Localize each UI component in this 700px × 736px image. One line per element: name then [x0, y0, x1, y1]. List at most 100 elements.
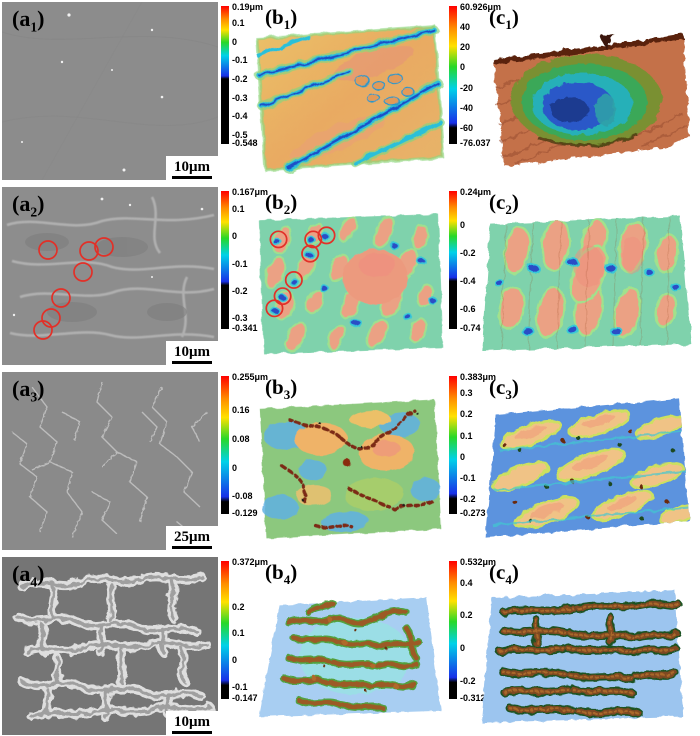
sem-panel-a2: (a2) 10μm: [2, 187, 218, 365]
colorbar-tick-label: -0.1: [232, 681, 248, 692]
panel-label-b1: (b1): [265, 5, 298, 33]
colorbar-max-label: 0.19μm: [232, 2, 264, 12]
colorbar-max-label: 0.255μm: [232, 372, 269, 382]
colorbar-tick-label: 0.08: [232, 433, 250, 444]
colorbar-tick-label: 0.4: [460, 577, 473, 588]
colorbar-tick-label: -0.4: [460, 276, 476, 287]
colorbar-min-label: -76.037: [460, 138, 491, 148]
surface-map-b3: [259, 399, 442, 539]
colorbar-tick-label: 0.2: [460, 610, 473, 621]
panel-label-a3: (a3): [12, 376, 45, 405]
scalebar-a3: 25μm: [166, 526, 218, 550]
colorbar-min-label: -0.341: [232, 323, 258, 333]
colorbar-min-label: -0.548: [232, 138, 258, 148]
colorbar-tick-label: -0.1: [460, 472, 476, 483]
colorbar-tick-label: -0.2: [232, 73, 248, 84]
figure-row-2: (a2) 10μm 0.167μm 0.1 0 -0.1 -0.2 -0.3 -0.341 …: [0, 185, 700, 369]
colorbar-gradient: [221, 191, 229, 329]
colorbar-tick-label: 0: [232, 654, 238, 665]
colorbar-tick-label: -0.1: [232, 258, 248, 269]
map-panel-b3: 0.255μm 0.16 0.08 0 -0.08 -0.129 (b3): [219, 370, 447, 554]
colorbar-tick-label: -20: [460, 82, 474, 93]
map-panel-b2: 0.167μm 0.1 0 -0.1 -0.2 -0.3 -0.341 (b2): [219, 185, 447, 369]
colorbar-tick-label: -40: [460, 102, 474, 113]
map-panel-c1: 60.926μm 40 20 0 -20 -40 -60 -76.037 (c1): [447, 0, 700, 184]
colorbar-max-label: 0.167μm: [232, 187, 269, 197]
colorbar-tick-label: 0.1: [232, 17, 245, 28]
colorbar-tick-label: -60: [460, 122, 474, 133]
colorbar-tick-label: 0: [460, 62, 466, 73]
colorbar-gradient: [449, 6, 457, 144]
figure-row-1: (a1) 10μm 0.19μm 0.1 0 -0.1 -0.2 -0.3 -0.4 -0.5…: [0, 0, 700, 184]
colorbar-tick-label: 0: [232, 36, 238, 47]
surface-map-c3: [485, 398, 690, 538]
colorbar-b1: 0.19μm 0.1 0 -0.1 -0.2 -0.3 -0.4 -0.5 -0.548: [221, 2, 281, 158]
colorbar-min-label: -0.273: [460, 508, 486, 518]
panel-label-b2: (b2): [265, 190, 298, 218]
colorbar-gradient: [449, 191, 457, 329]
sem-image-a4: [2, 557, 218, 735]
colorbar-gradient: [221, 561, 229, 699]
colorbar-tick-label: 0: [232, 462, 238, 473]
map-panel-b4: 0.372μm 0.2 0.1 0 -0.1 -0.147 (b4): [219, 555, 447, 736]
colorbar-max-label: 0.372μm: [232, 557, 269, 567]
colorbar-tick-label: -0.2: [460, 493, 476, 504]
panel-label-b4: (b4): [265, 560, 298, 588]
colorbar-b2: 0.167μm 0.1 0 -0.1 -0.2 -0.3 -0.341: [221, 187, 281, 343]
surface-map-b4: [259, 597, 441, 717]
surface-map-b2: [258, 214, 444, 354]
colorbar-min-label: -0.312: [460, 693, 486, 703]
colorbar-b4: 0.372μm 0.2 0.1 0 -0.1 -0.147: [221, 557, 281, 713]
colorbar-tick-label: 20: [460, 42, 471, 53]
colorbar-min-label: -0.74: [460, 323, 481, 333]
panel-label-a1: (a1): [12, 6, 45, 35]
sem-image-a2: [2, 187, 218, 365]
map-panel-b1: 0.19μm 0.1 0 -0.1 -0.2 -0.3 -0.4 -0.5 -0.548 (b1…: [219, 0, 447, 184]
colorbar-tick-label: -0.3: [232, 92, 248, 103]
sem-image-a1: [2, 2, 218, 180]
sem-image-a3: [2, 372, 218, 550]
sem-panel-a1: (a1) 10μm: [2, 2, 218, 180]
colorbar-tick-label: 0: [460, 642, 466, 653]
colorbar-c3: 0.383μm 0.3 0.2 0.1 0 -0.1 -0.2 -0.273: [449, 373, 509, 528]
colorbar-tick-label: -0.4: [232, 111, 248, 122]
scalebar-a4: 10μm: [166, 711, 218, 735]
colorbar-tick-label: 0: [460, 451, 466, 462]
surface-map-b1: [254, 24, 445, 174]
colorbar-c2: 0.24μm 0 -0.2 -0.4 -0.6 -0.74: [449, 187, 509, 343]
colorbar-c1: 60.926μm 40 20 0 -20 -40 -60 -76.037: [449, 2, 509, 158]
colorbar-tick-label: 40: [460, 22, 471, 33]
colorbar-tick-label: -0.2: [460, 247, 476, 258]
figure-row-3: (a3) 25μm 0.255μm 0.16 0.08 0 -0.08 -0.129 (b…: [0, 370, 700, 554]
colorbar-tick-label: -0.1: [232, 55, 248, 66]
figure-row-4: (a4) 10μm 0.372μm 0.2 0.1 0 -0.1 -0.147 (b4): [0, 555, 700, 736]
annotation-circles-b2: [265, 226, 336, 318]
panel-label-b3: (b3): [265, 375, 298, 403]
colorbar-tick-label: -0.08: [232, 491, 253, 502]
panel-label-a2: (a2): [12, 191, 45, 220]
colorbar-tick-label: 0.1: [232, 204, 245, 215]
colorbar-tick-label: -0.5: [232, 130, 248, 141]
scalebar-a2: 10μm: [166, 341, 218, 365]
surface-map-c4: [481, 589, 684, 723]
surface-map-c2: [481, 215, 692, 351]
colorbar-max-label: 0.532μm: [460, 557, 497, 567]
colorbar-gradient: [449, 561, 457, 699]
annotation-circles-a2: [33, 237, 114, 340]
colorbar-tick-label: 0.3: [460, 388, 473, 399]
colorbar-gradient: [221, 6, 229, 144]
panel-label-c2: (c2): [489, 190, 519, 218]
panel-label-c1: (c1): [489, 5, 519, 33]
colorbar-tick-label: 0.2: [232, 601, 245, 612]
panel-label-a4: (a4): [12, 561, 45, 590]
map-panel-c2: 0.24μm 0 -0.2 -0.4 -0.6 -0.74 (c2): [447, 185, 700, 369]
map-panel-c4: 0.532μm 0.4 0.2 0 -0.2 -0.312 (c4): [447, 555, 700, 736]
colorbar-tick-label: -0.3: [232, 312, 248, 323]
colorbar-b3: 0.255μm 0.16 0.08 0 -0.08 -0.129: [221, 372, 281, 528]
colorbar-tick-label: 0.16: [232, 405, 250, 416]
colorbar-max-label: 0.24μm: [460, 187, 492, 197]
panel-label-c4: (c4): [489, 560, 519, 588]
panel-label-c3: (c3): [489, 375, 519, 403]
colorbar-max-label: 60.926μm: [460, 2, 502, 12]
